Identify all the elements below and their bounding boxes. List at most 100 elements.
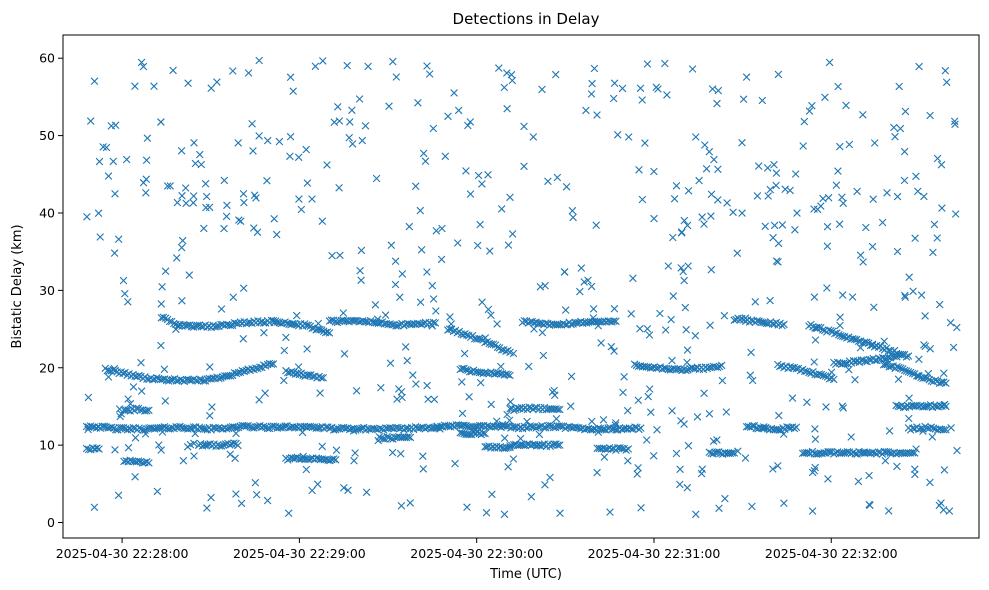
data-point bbox=[135, 371, 143, 380]
data-point bbox=[213, 78, 221, 86]
data-point bbox=[248, 120, 256, 128]
data-point bbox=[854, 337, 863, 345]
data-point bbox=[791, 226, 799, 234]
data-point bbox=[339, 309, 348, 317]
data-point bbox=[509, 349, 518, 358]
data-point bbox=[774, 70, 783, 79]
data-point bbox=[683, 221, 692, 230]
data-point bbox=[524, 319, 533, 327]
data-point bbox=[803, 367, 811, 376]
data-point bbox=[263, 496, 272, 505]
data-point bbox=[314, 319, 323, 328]
data-point bbox=[811, 463, 819, 472]
data-point bbox=[417, 246, 426, 254]
data-point bbox=[702, 165, 711, 173]
data-point bbox=[520, 122, 528, 131]
data-point bbox=[881, 456, 890, 465]
data-point bbox=[832, 181, 841, 189]
data-point bbox=[885, 427, 894, 435]
data-point bbox=[774, 462, 782, 470]
data-point bbox=[859, 111, 867, 119]
data-point bbox=[905, 273, 913, 281]
data-point bbox=[691, 331, 700, 340]
data-point bbox=[902, 367, 911, 375]
data-point bbox=[552, 415, 561, 423]
data-point bbox=[230, 439, 238, 447]
data-point bbox=[893, 462, 901, 471]
data-point bbox=[392, 73, 401, 81]
data-point bbox=[939, 506, 948, 514]
x-tick-label: 2025-04-30 22:32:00 bbox=[765, 546, 898, 561]
data-point bbox=[587, 90, 596, 98]
data-point bbox=[645, 331, 654, 339]
data-point bbox=[419, 452, 427, 460]
data-point bbox=[116, 412, 124, 421]
data-point bbox=[158, 428, 167, 436]
data-point bbox=[792, 423, 801, 432]
data-point bbox=[904, 352, 913, 360]
data-point bbox=[930, 220, 939, 229]
data-point bbox=[157, 118, 165, 126]
data-point bbox=[763, 164, 772, 172]
data-point bbox=[447, 320, 455, 328]
data-point bbox=[592, 221, 600, 229]
data-point bbox=[197, 322, 206, 331]
data-point bbox=[318, 217, 327, 225]
data-point bbox=[104, 373, 113, 381]
y-axis: 0 10 20 30 40 50 60 bbox=[39, 51, 63, 530]
data-point bbox=[915, 62, 923, 71]
data-point bbox=[823, 284, 831, 292]
data-point bbox=[189, 192, 198, 200]
data-point bbox=[912, 172, 920, 181]
data-point bbox=[924, 369, 933, 378]
data-point bbox=[421, 157, 430, 165]
data-point bbox=[830, 375, 838, 384]
data-point bbox=[478, 298, 486, 306]
data-point bbox=[166, 182, 174, 190]
data-point bbox=[554, 405, 562, 414]
data-point bbox=[921, 312, 929, 320]
data-point bbox=[938, 204, 946, 212]
data-point bbox=[387, 241, 396, 249]
data-point bbox=[772, 181, 780, 190]
data-point bbox=[397, 502, 406, 510]
data-point bbox=[664, 262, 673, 270]
data-point bbox=[286, 73, 295, 81]
data-point bbox=[498, 420, 507, 429]
data-point bbox=[504, 463, 512, 471]
data-point bbox=[416, 206, 425, 215]
data-point bbox=[388, 448, 397, 457]
data-point bbox=[294, 363, 303, 371]
data-point bbox=[619, 388, 627, 397]
data-point bbox=[281, 422, 289, 430]
data-point bbox=[252, 490, 261, 499]
data-point bbox=[644, 392, 652, 401]
data-point bbox=[150, 82, 158, 90]
data-point bbox=[613, 131, 622, 139]
data-point bbox=[683, 358, 691, 367]
data-point bbox=[109, 157, 118, 166]
data-points bbox=[82, 56, 961, 519]
data-point bbox=[355, 95, 364, 103]
data-point bbox=[389, 57, 397, 66]
data-point bbox=[316, 325, 324, 334]
data-point bbox=[663, 91, 671, 99]
data-point bbox=[260, 328, 268, 337]
data-point bbox=[504, 370, 512, 379]
data-point bbox=[823, 222, 832, 231]
data-point bbox=[119, 276, 128, 285]
data-point bbox=[226, 450, 234, 459]
data-point bbox=[524, 362, 533, 371]
data-point bbox=[444, 112, 452, 121]
data-point bbox=[897, 364, 905, 372]
data-point bbox=[179, 456, 188, 465]
data-point bbox=[747, 348, 755, 357]
data-point bbox=[902, 353, 911, 361]
data-point bbox=[523, 417, 531, 426]
data-point bbox=[708, 85, 717, 93]
data-point bbox=[102, 143, 111, 152]
data-point bbox=[432, 307, 440, 315]
data-point bbox=[239, 335, 248, 343]
data-point bbox=[421, 425, 429, 433]
data-point bbox=[94, 209, 103, 217]
